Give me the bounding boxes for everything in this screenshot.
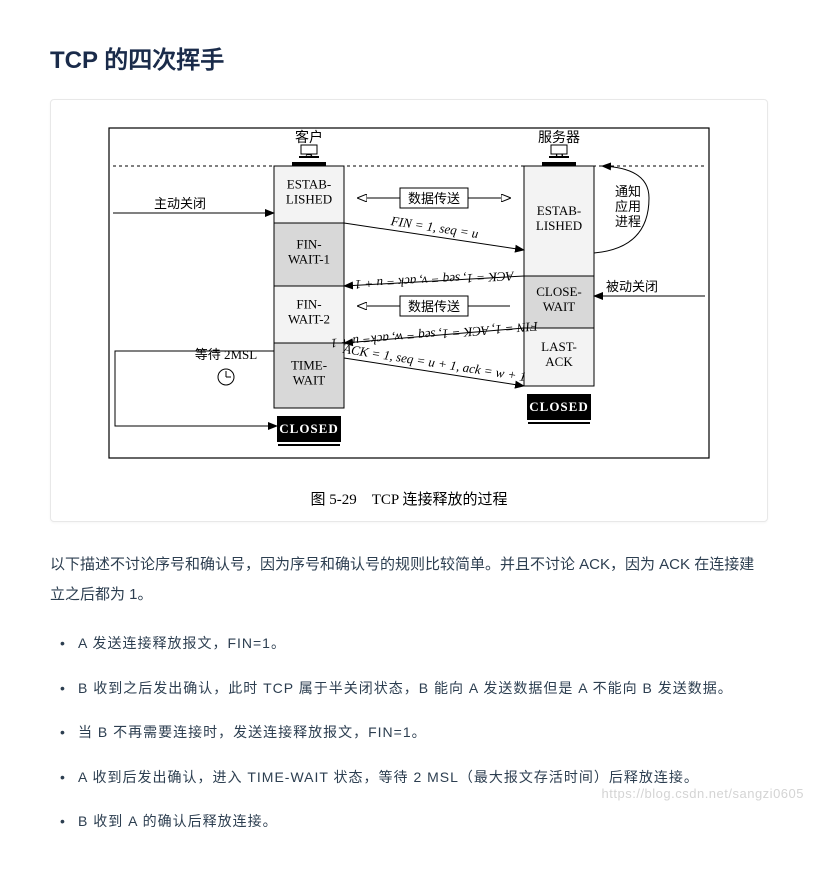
svg-text:数据传送: 数据传送 (408, 191, 460, 206)
step-item: 当 B 不再需要连接时，发送连接释放报文，FIN=1。 (60, 719, 768, 746)
svg-text:TIME-WAIT: TIME-WAIT (291, 358, 327, 388)
step-item: B 收到 A 的确认后释放连接。 (60, 808, 768, 835)
page-heading: TCP 的四次挥手 (50, 40, 768, 75)
svg-text:CLOSED: CLOSED (279, 421, 338, 436)
svg-text:服务器: 服务器 (538, 130, 580, 146)
svg-text:通知应用进程: 通知应用进程 (615, 184, 641, 229)
svg-text:CLOSED: CLOSED (529, 399, 588, 414)
watermark-text: https://blog.csdn.net/sangzi0605 (602, 786, 804, 801)
figure-caption: 图 5-29 TCP 连接释放的过程 (69, 488, 749, 509)
svg-text:客户: 客户 (295, 129, 323, 146)
svg-text:CLOSE-WAIT: CLOSE-WAIT (536, 284, 582, 314)
tcp-diagram-svg: 客户服务器ABESTAB-LISHEDFIN-WAIT-1FIN-WAIT-2T… (99, 118, 719, 478)
svg-text:ESTAB-LISHED: ESTAB-LISHED (286, 177, 332, 207)
svg-text:等待 2MSL: 等待 2MSL (195, 347, 258, 362)
step-item: A 发送连接释放报文，FIN=1。 (60, 630, 768, 657)
svg-text:LAST-ACK: LAST-ACK (541, 339, 577, 369)
figure-container: 客户服务器ABESTAB-LISHEDFIN-WAIT-1FIN-WAIT-2T… (50, 99, 768, 522)
steps-list: A 发送连接释放报文，FIN=1。 B 收到之后发出确认，此时 TCP 属于半关闭… (60, 630, 768, 835)
svg-text:主动关闭: 主动关闭 (154, 196, 206, 211)
svg-text:ESTAB-LISHED: ESTAB-LISHED (536, 203, 582, 233)
svg-text:数据传送: 数据传送 (408, 299, 460, 314)
description-text: 以下描述不讨论序号和确认号，因为序号和确认号的规则比较简单。并且不讨论 ACK，… (50, 550, 768, 610)
step-item: B 收到之后发出确认，此时 TCP 属于半关闭状态，B 能向 A 发送数据但是 … (60, 675, 768, 702)
svg-text:被动关闭: 被动关闭 (606, 279, 658, 294)
